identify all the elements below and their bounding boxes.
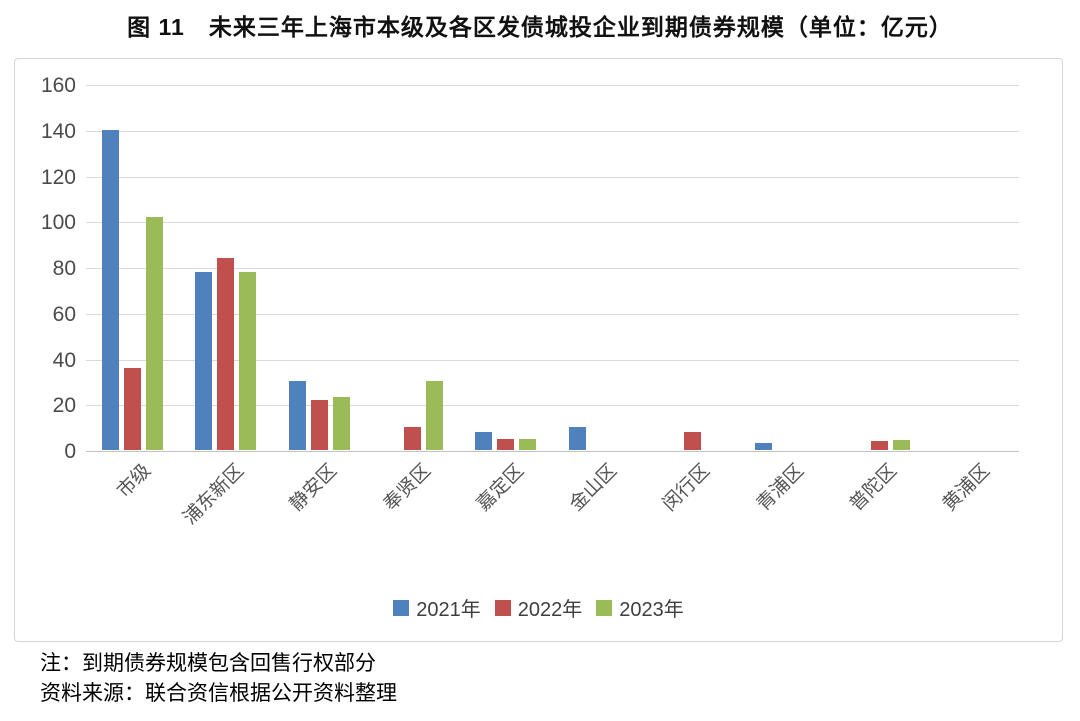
gridline [86,268,1019,269]
gridline [86,313,1019,315]
y-axis-tick-label: 60 [52,302,76,326]
legend-label: 2021年 [416,599,481,621]
bar-2023年-嘉定区 [519,438,537,450]
bar-2022年-普陀区 [870,440,888,450]
y-axis-tick-label: 140 [40,119,76,143]
legend-label: 2022年 [517,599,583,621]
legend-label: 2023年 [619,599,684,621]
note-line: 资料来源：联合资信根据公开资料整理 [40,681,397,705]
bar-2022年-闵行区 [683,431,701,450]
legend-swatch-icon [393,599,410,616]
bar-2021年-嘉定区 [475,431,493,450]
gridline [86,405,1019,407]
bar-2023年-普陀区 [892,439,910,450]
chart-area: 0 20 40 60 80 100 120 140 160 市级 浦东新区 静安区 奉贤区 嘉定区 金山区… [14,58,1063,642]
chart-title: 图 11 未来三年上海市本级及各区发债城投企业到期债券规模（单位：亿元） [127,14,953,40]
x-axis-line [86,451,1019,452]
gridline [86,176,1019,178]
x-axis-category-label: 嘉定区 [472,460,528,516]
bar-2023年-市级 [146,216,164,450]
x-axis-category-label: 奉贤区 [379,460,435,516]
bar-2023年-奉贤区 [426,381,444,450]
x-axis-category-label: 黄浦区 [939,460,995,516]
bar-2022年-奉贤区 [404,427,422,450]
y-axis-tick-label: 120 [40,165,76,189]
y-axis-tick-label: 80 [52,257,76,280]
x-axis-category-label: 金山区 [566,460,622,516]
gridline [86,130,1019,132]
y-axis-tick-label: 40 [52,348,76,372]
bar-2022年-市级 [124,367,142,450]
plot-area [86,85,1019,452]
bar-2021年-静安区 [288,381,306,450]
x-axis-category-label: 静安区 [286,460,342,516]
bar-2022年-静安区 [310,399,328,450]
y-axis-tick-label: 160 [40,74,76,97]
gridline [86,222,1019,224]
bar-2023年-静安区 [332,397,350,450]
x-axis-category-label: 浦东新区 [179,460,249,529]
bar-2021年-金山区 [568,427,586,450]
gridline [86,85,1019,86]
legend-swatch-icon [596,599,613,616]
bar-2021年-市级 [102,129,120,450]
notes-block: 注：到期债券规模包含回售行权部分 资料来源：联合资信根据公开资料整理 [40,648,397,708]
y-axis-tick-label: 100 [40,211,76,235]
y-axis-tick-label: 20 [52,394,76,418]
bar-2021年-浦东新区 [195,271,213,450]
x-axis-category-label: 青浦区 [752,460,808,516]
x-axis-category-label: 普陀区 [846,460,902,516]
y-axis-tick-label: 0 [64,440,76,463]
note-line: 注：到期债券规模包含回售行权部分 [40,651,376,675]
bar-2022年-浦东新区 [217,257,235,450]
legend-item: 2022年 [494,593,583,622]
bar-2022年-嘉定区 [497,438,515,450]
x-axis-category-label: 市级 [113,460,155,503]
bar-2023年-浦东新区 [239,271,257,450]
bar-2021年-青浦区 [755,443,773,450]
legend-item: 2021年 [393,593,481,622]
legend-swatch-icon [494,599,511,616]
legend-item: 2023年 [596,593,684,622]
legend: 2021年 2022年 2023年 [15,593,1062,622]
x-axis-category-label: 闵行区 [659,460,715,516]
gridline [86,359,1019,361]
